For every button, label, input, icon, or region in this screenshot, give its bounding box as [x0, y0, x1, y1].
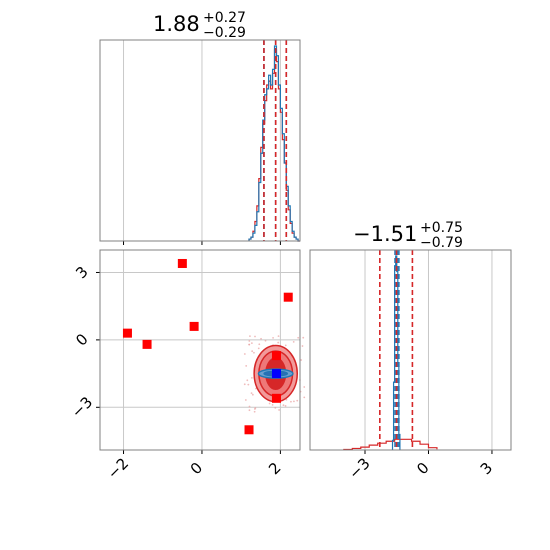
scatter-sample-87: [292, 341, 295, 343]
scatter-ytick-label-1: 0: [72, 330, 91, 349]
scatter-sample-71: [264, 339, 267, 342]
scatter-marker-1: [283, 292, 293, 302]
scatter-sample-67: [268, 402, 271, 405]
scatter-sample-19: [253, 351, 255, 354]
scatter-xtick-label-1: 0: [187, 459, 206, 478]
scatter-sample-11: [302, 336, 305, 339]
scatter-sample-45: [243, 383, 246, 386]
title-p1-plus: +0.27: [203, 10, 246, 26]
title-p2-minus: −0.79: [420, 235, 463, 251]
title-p2-plus: +0.75: [420, 220, 463, 236]
scatter-sample-6: [284, 405, 287, 407]
scatter-sample-55: [257, 347, 260, 350]
scatter-xtick-label-0: −2: [104, 454, 132, 482]
scatter-marker-6: [271, 393, 281, 403]
title-p1: 1.88 +0.27 −0.29: [153, 10, 246, 41]
hist2-xtick-label-2: 3: [477, 459, 496, 478]
scatter-sample-83: [300, 359, 303, 361]
scatter-sample-13: [303, 396, 306, 399]
scatter-sample-77: [245, 365, 248, 367]
scatter-sample-74: [248, 343, 251, 346]
scatter-sample-75: [248, 405, 251, 408]
scatter-sample-50: [251, 350, 254, 353]
scatter-sample-57: [248, 409, 251, 412]
scatter-frame: [99, 249, 301, 451]
scatter-truth-marker: [271, 369, 281, 379]
scatter-xtick-label-2: 2: [265, 459, 284, 478]
scatter-sample-47: [249, 335, 251, 338]
scatter-sample-60: [274, 406, 277, 409]
scatter-sample-56: [253, 408, 256, 410]
scatter-sample-59: [296, 399, 299, 402]
scatter-marker-3: [142, 339, 152, 349]
title-p1-median: 1.88: [153, 12, 200, 36]
scatter-sample-84: [272, 337, 274, 339]
scatter-sample-1: [250, 392, 253, 395]
hist2-frame: [309, 249, 512, 451]
hist1-series-red: [248, 49, 300, 242]
scatter-sample-40: [278, 409, 281, 411]
scatter-sample-64: [293, 400, 295, 403]
scatter-sample-69: [243, 353, 246, 355]
scatter-sample-22: [258, 343, 261, 346]
scatter-sample-52: [244, 399, 247, 401]
scatter-sample-88: [277, 335, 280, 338]
scatter-marker-5: [271, 351, 281, 361]
scatter-sample-65: [253, 410, 256, 413]
scatter-sample-27: [271, 404, 274, 406]
title-p1-minus: −0.29: [203, 25, 246, 41]
hist2-xtick-label-0: −3: [345, 454, 373, 482]
scatter-sample-16: [254, 335, 256, 338]
scatter-marker-2: [122, 328, 132, 338]
histogram-panel-p1: [99, 39, 301, 245]
hist2-series-red: [343, 438, 438, 451]
scatter-sample-54: [284, 344, 287, 347]
title-p2-median: −1.51: [353, 222, 417, 246]
scatter-sample-62: [247, 383, 250, 386]
contour-panel-p1-p2: −2 0 2 3 0 −3: [68, 249, 306, 483]
scatter-sample-12: [250, 376, 253, 379]
scatter-sample-30: [303, 386, 306, 388]
scatter-ytick-label-0: 3: [72, 263, 91, 282]
title-p2: −1.51 +0.75 −0.79: [353, 220, 463, 251]
scatter-sample-26: [251, 393, 254, 396]
scatter-sample-8: [285, 398, 288, 401]
scatter-sample-44: [260, 337, 262, 340]
hist1-series-blue: [248, 45, 300, 242]
scatter-ytick-label-2: −3: [68, 393, 96, 421]
histogram-panel-p2: −3 0 3: [309, 249, 512, 483]
scatter-sample-28: [246, 379, 249, 382]
scatter-sample-38: [301, 345, 304, 347]
scatter-marker-7: [244, 425, 254, 435]
hist1-frame: [99, 39, 301, 242]
scatter-sample-79: [277, 341, 280, 344]
scatter-marker-4: [189, 321, 199, 331]
scatter-sample-66: [282, 404, 285, 407]
scatter-sample-21: [248, 340, 251, 342]
hist2-xtick-label-1: 0: [413, 459, 432, 478]
scatter-sample-35: [290, 400, 292, 403]
scatter-sample-81: [250, 342, 253, 345]
scatter-sample-37: [297, 336, 300, 339]
scatter-marker-0: [177, 258, 187, 268]
